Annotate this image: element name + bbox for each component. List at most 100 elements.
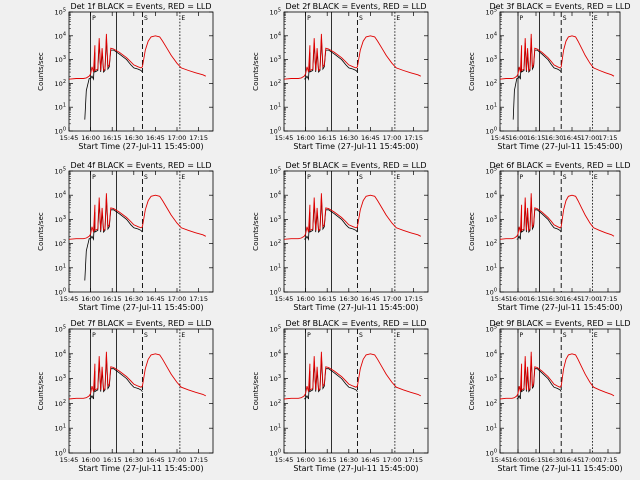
x-tick-label: 16:15 (527, 134, 546, 142)
panel-title: Det 7f BLACK = Events, RED = LLD (70, 319, 211, 328)
x-tick-label: 17:00 (168, 456, 187, 464)
x-tick-label: 16:00 (509, 295, 528, 303)
detector-panel-3: Det 3f BLACK = Events, RED = LLD 100 101 10… (468, 2, 631, 151)
x-tick-label: 16:15 (318, 295, 337, 303)
y-tick-label: 101 (55, 263, 66, 272)
marker-label: E (594, 15, 598, 22)
x-axis-label: Start Time (27-Jul-11 15:45:00) (497, 303, 622, 312)
y-tick-label: 105 (55, 325, 66, 334)
y-tick-label: 100 (270, 288, 281, 297)
y-axis-label: Counts/sec (37, 52, 45, 91)
series-events-line (304, 356, 358, 400)
y-tick-label: 105 (486, 167, 497, 176)
x-tick-label: 16:15 (527, 456, 546, 464)
y-tick-label: 104 (270, 31, 281, 40)
y-tick-label: 100 (55, 127, 66, 136)
series-events-line (89, 356, 143, 400)
y-tick-label: 104 (55, 31, 66, 40)
y-tick-label: 102 (270, 79, 281, 88)
x-tick-label: 16:30 (339, 456, 358, 464)
panel-title: Det 2f BLACK = Events, RED = LLD (285, 2, 426, 11)
y-axis-label: Counts/sec (37, 372, 45, 411)
series-lld-line (68, 33, 206, 80)
y-axis-label: Counts/sec (252, 372, 260, 411)
y-tick-label: 104 (270, 349, 281, 358)
plot-frame (68, 328, 214, 454)
x-axis-label: Start Time (27-Jul-11 15:45:00) (497, 142, 622, 151)
marker-label: P (520, 15, 524, 22)
x-tick-label: 15:45 (491, 134, 510, 142)
x-tick-label: 16:15 (527, 295, 546, 303)
x-tick-label: 17:00 (168, 295, 187, 303)
plot-frame (283, 170, 429, 293)
y-axis-label: Counts/sec (37, 212, 45, 251)
x-tick-label: 15:45 (60, 295, 79, 303)
x-tick-label: 17:00 (383, 456, 402, 464)
series-events-line (512, 38, 562, 120)
y-tick-label: 101 (55, 103, 66, 112)
x-tick-label: 17:15 (599, 134, 618, 142)
plot-frame (499, 170, 621, 293)
detector-panel-8: Det 8f BLACK = Events, RED = LLD 100 101 10… (252, 319, 429, 473)
detector-panel-6: Det 6f BLACK = Events, RED = LLD 100 101 10… (468, 161, 631, 312)
x-axis-label: Start Time (27-Jul-11 15:45:00) (78, 303, 203, 312)
x-tick-label: 16:00 (81, 295, 100, 303)
x-tick-label: 16:00 (81, 134, 100, 142)
series-lld-line (283, 33, 421, 80)
x-tick-label: 16:45 (361, 456, 380, 464)
marker-label: E (594, 332, 598, 339)
y-tick-label: 105 (486, 325, 497, 334)
y-tick-label: 104 (55, 191, 66, 200)
x-axis-label: Start Time (27-Jul-11 15:45:00) (293, 303, 418, 312)
plot-frame (68, 170, 214, 293)
x-tick-label: 16:45 (563, 295, 582, 303)
y-tick-label: 102 (270, 399, 281, 408)
y-tick-label: 102 (55, 399, 66, 408)
x-tick-label: 16:30 (124, 456, 143, 464)
plot-frame (283, 328, 429, 454)
y-tick-label: 103 (270, 215, 281, 224)
series-lld-line (283, 351, 422, 400)
x-tick-label: 17:15 (189, 134, 208, 142)
y-tick-label: 102 (270, 239, 281, 248)
x-tick-label: 16:15 (318, 134, 337, 142)
marker-label: P (307, 174, 311, 181)
x-tick-label: 15:45 (275, 134, 294, 142)
series-lld-line (499, 351, 615, 400)
panel-title: Det 3f BLACK = Events, RED = LLD (489, 2, 630, 11)
marker-label: S (359, 332, 363, 339)
x-tick-label: 17:15 (404, 456, 423, 464)
x-tick-label: 16:15 (318, 456, 337, 464)
x-axis-label: Start Time (27-Jul-11 15:45:00) (497, 464, 622, 473)
x-tick-label: 16:45 (563, 456, 582, 464)
series-lld-line (283, 193, 422, 240)
x-tick-label: 16:15 (103, 456, 122, 464)
panel-title: Det 8f BLACK = Events, RED = LLD (285, 319, 426, 328)
x-tick-label: 16:30 (124, 134, 143, 142)
y-tick-label: 103 (486, 374, 497, 383)
marker-label: S (563, 174, 567, 181)
y-tick-label: 104 (486, 191, 497, 200)
y-tick-label: 101 (270, 103, 281, 112)
x-tick-label: 16:30 (124, 295, 143, 303)
y-axis-label: Counts/sec (468, 372, 476, 411)
y-tick-label: 104 (486, 349, 497, 358)
marker-label: P (307, 332, 311, 339)
y-tick-label: 102 (486, 79, 497, 88)
marker-label: E (181, 174, 185, 181)
detector-panel-5: Det 5f BLACK = Events, RED = LLD 100 101 10… (252, 161, 429, 312)
y-axis-label: Counts/sec (468, 212, 476, 251)
y-tick-label: 105 (270, 325, 281, 334)
panel-title: Det 1f BLACK = Events, RED = LLD (70, 2, 211, 11)
y-tick-label: 101 (55, 424, 66, 433)
series-events-line (516, 356, 562, 400)
panel-title: Det 9f BLACK = Events, RED = LLD (489, 319, 630, 328)
y-tick-label: 101 (486, 424, 497, 433)
marker-label: E (181, 15, 185, 22)
x-tick-label: 17:15 (599, 295, 618, 303)
y-tick-label: 105 (270, 8, 281, 17)
plot-frame (499, 11, 621, 132)
y-tick-label: 104 (55, 349, 66, 358)
y-tick-label: 100 (486, 288, 497, 297)
x-tick-label: 17:15 (189, 456, 208, 464)
